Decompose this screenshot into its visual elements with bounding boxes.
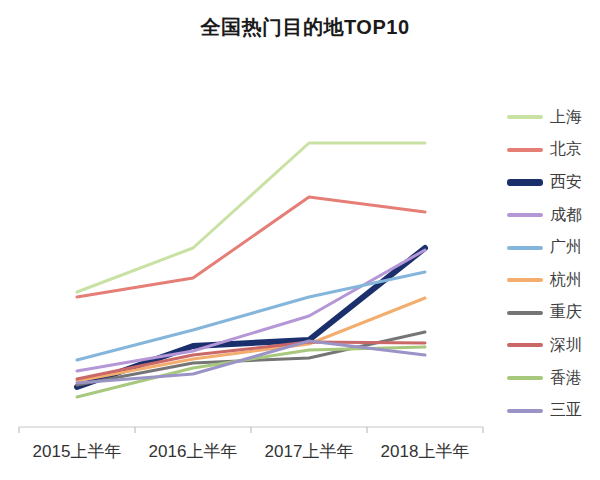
legend-item-hangzhou: 杭州	[507, 264, 582, 297]
legend-swatch-hangzhou	[507, 278, 543, 282]
legend-swatch-beijing	[507, 148, 543, 152]
legend-item-chengdu: 成都	[507, 199, 582, 232]
series-line-shanghai	[77, 143, 425, 292]
legend-swatch-chengdu	[507, 213, 543, 217]
legend-item-shanghai: 上海	[507, 101, 582, 134]
x-axis-label: 2015上半年	[19, 440, 135, 463]
legend-label: 香港	[550, 368, 582, 389]
legend-label: 北京	[550, 139, 582, 160]
series-line-guangzhou	[77, 272, 425, 360]
legend-item-sanya: 三亚	[507, 394, 582, 427]
legend-swatch-xian	[507, 179, 543, 186]
x-axis-label: 2017上半年	[251, 440, 367, 463]
chart-legend: 上海北京西安成都广州杭州重庆深圳香港三亚	[507, 101, 582, 427]
legend-label: 上海	[550, 107, 582, 128]
legend-item-guangzhou: 广州	[507, 231, 582, 264]
legend-item-shenzhen: 深圳	[507, 329, 582, 362]
chart-window: 全国热门目的地TOP10 2015上半年2016上半年2017上半年2018上半…	[0, 0, 600, 480]
legend-item-xian: 西安	[507, 166, 582, 199]
legend-item-hongkong: 香港	[507, 362, 582, 395]
legend-swatch-sanya	[507, 409, 543, 413]
legend-swatch-chongqing	[507, 311, 543, 315]
legend-swatch-shenzhen	[507, 343, 543, 347]
legend-label: 重庆	[550, 302, 582, 323]
legend-label: 广州	[550, 237, 582, 258]
legend-swatch-shanghai	[507, 115, 543, 119]
legend-swatch-hongkong	[507, 376, 543, 380]
legend-label: 成都	[550, 205, 582, 226]
legend-label: 三亚	[550, 400, 582, 421]
x-axis-label: 2016上半年	[135, 440, 251, 463]
legend-item-chongqing: 重庆	[507, 297, 582, 330]
legend-item-beijing: 北京	[507, 134, 582, 167]
legend-label: 深圳	[550, 335, 582, 356]
legend-swatch-guangzhou	[507, 246, 543, 250]
legend-label: 西安	[550, 172, 582, 193]
legend-label: 杭州	[550, 270, 582, 291]
x-axis-label: 2018上半年	[367, 440, 483, 463]
